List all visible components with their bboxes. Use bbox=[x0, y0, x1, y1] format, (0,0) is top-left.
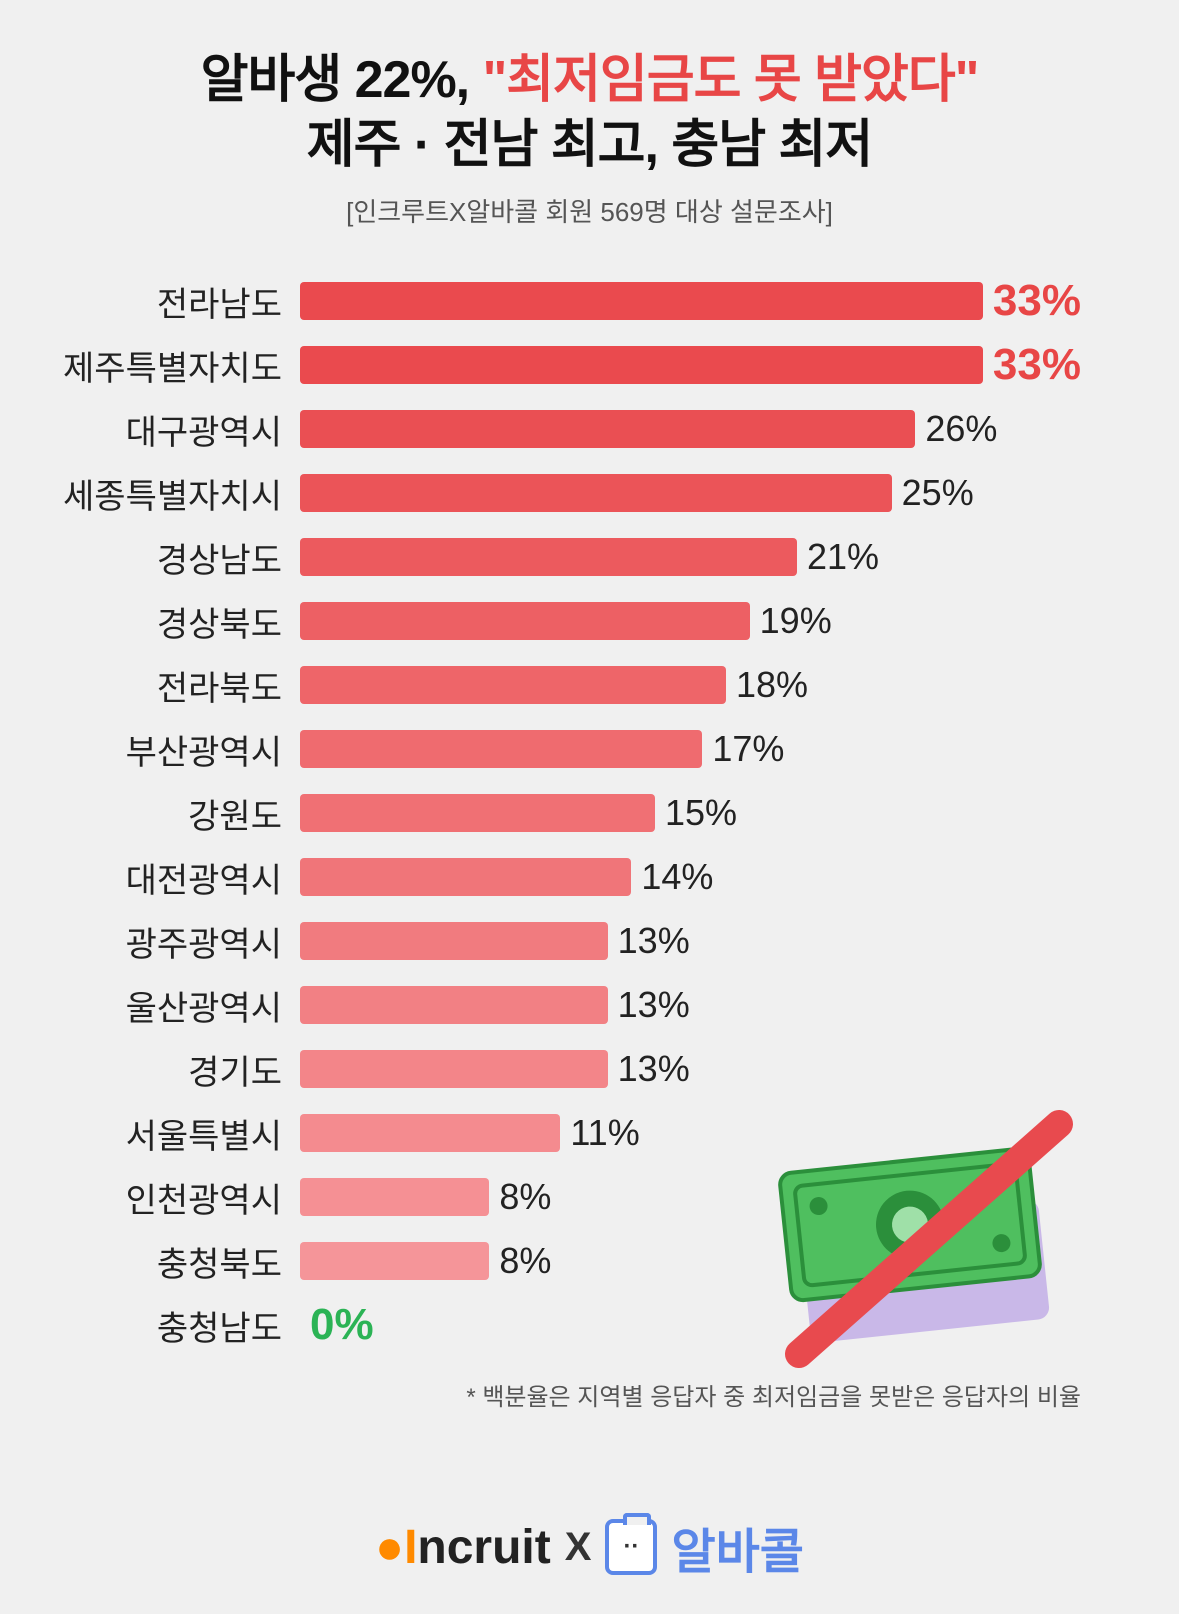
region-label: 대전광역시 bbox=[0, 853, 300, 902]
bar bbox=[300, 538, 797, 576]
bar bbox=[300, 858, 631, 896]
chart-row: 강원도 15% bbox=[0, 781, 1081, 845]
bar-area: 13% bbox=[300, 922, 1081, 960]
region-label: 충청북도 bbox=[0, 1237, 300, 1286]
bar-value: 14% bbox=[641, 856, 713, 898]
bar bbox=[300, 602, 750, 640]
chart-row: 경상북도 19% bbox=[0, 589, 1081, 653]
region-label: 경상북도 bbox=[0, 597, 300, 646]
survey-subtitle: [인크루트X알바콜 회원 569명 대상 설문조사] bbox=[0, 192, 1179, 229]
region-label: 경상남도 bbox=[0, 533, 300, 582]
chart-row: 부산광역시 17% bbox=[0, 717, 1081, 781]
bar-area: 13% bbox=[300, 1050, 1081, 1088]
title-line-2: 제주 · 전남 최고, 충남 최저 bbox=[0, 113, 1179, 178]
bar-area: 14% bbox=[300, 858, 1081, 896]
bar-area: 18% bbox=[300, 666, 1081, 704]
bar bbox=[300, 474, 892, 512]
region-label: 울산광역시 bbox=[0, 981, 300, 1030]
chart-row: 전라북도 18% bbox=[0, 653, 1081, 717]
bar-area: 33% bbox=[300, 282, 1081, 320]
bar-area: 19% bbox=[300, 602, 1081, 640]
bar-value: 13% bbox=[618, 1048, 690, 1090]
region-label: 전라남도 bbox=[0, 277, 300, 326]
chart-row: 대구광역시 26% bbox=[0, 397, 1081, 461]
incruit-text: ncruit bbox=[417, 1521, 550, 1574]
bar bbox=[300, 346, 983, 384]
title-part-black: 알바생 22%, bbox=[201, 51, 483, 109]
bar-value: 15% bbox=[665, 792, 737, 834]
bar-area: 26% bbox=[300, 410, 1081, 448]
title-line-1: 알바생 22%, "최저임금도 못 받았다" bbox=[0, 48, 1179, 113]
incruit-i-icon: ●I bbox=[375, 1521, 417, 1574]
bar-area: 21% bbox=[300, 538, 1081, 576]
region-label: 부산광역시 bbox=[0, 725, 300, 774]
title-part-red: "최저임금도 못 받았다" bbox=[483, 51, 979, 109]
bar-area: 25% bbox=[300, 474, 1081, 512]
money-crossed-icon bbox=[759, 1104, 1099, 1384]
chart-row: 제주특별자치도33% bbox=[0, 333, 1081, 397]
bar-value: 18% bbox=[736, 664, 808, 706]
chart-row: 경기도 13% bbox=[0, 1037, 1081, 1101]
bar-area: 13% bbox=[300, 986, 1081, 1024]
albacall-text: 알바콜 bbox=[671, 1512, 803, 1582]
bar bbox=[300, 922, 608, 960]
bar bbox=[300, 1050, 608, 1088]
bar bbox=[300, 1178, 489, 1216]
bar-area: 17% bbox=[300, 730, 1081, 768]
bar bbox=[300, 794, 655, 832]
chart-row: 전라남도33% bbox=[0, 269, 1081, 333]
bar bbox=[300, 666, 726, 704]
footer-logos: ●Incruit X ·· 알바콜 bbox=[0, 1512, 1179, 1582]
bar-value: 8% bbox=[499, 1176, 551, 1218]
bar bbox=[300, 282, 983, 320]
region-label: 인천광역시 bbox=[0, 1173, 300, 1222]
bar-value: 25% bbox=[902, 472, 974, 514]
bar-area: 33% bbox=[300, 346, 1081, 384]
incruit-logo: ●Incruit bbox=[375, 1520, 551, 1575]
bar-value: 11% bbox=[570, 1112, 639, 1154]
chart-row: 경상남도 21% bbox=[0, 525, 1081, 589]
bar-value: 19% bbox=[760, 600, 832, 642]
header: 알바생 22%, "최저임금도 못 받았다" 제주 · 전남 최고, 충남 최저… bbox=[0, 0, 1179, 229]
region-label: 강원도 bbox=[0, 789, 300, 838]
bar bbox=[300, 410, 915, 448]
bar-value: 17% bbox=[712, 728, 784, 770]
region-label: 광주광역시 bbox=[0, 917, 300, 966]
bar bbox=[300, 1242, 489, 1280]
bar-value: 33% bbox=[993, 340, 1081, 390]
logo-separator-x: X bbox=[565, 1525, 592, 1570]
bar-value: 13% bbox=[618, 920, 690, 962]
bar-value: 8% bbox=[499, 1240, 551, 1282]
chart-row: 세종특별자치시 25% bbox=[0, 461, 1081, 525]
region-label: 경기도 bbox=[0, 1045, 300, 1094]
bar-value: 21% bbox=[807, 536, 879, 578]
region-label: 대구광역시 bbox=[0, 405, 300, 454]
region-label: 제주특별자치도 bbox=[0, 341, 300, 390]
bar bbox=[300, 1114, 560, 1152]
region-label: 충청남도 bbox=[0, 1301, 300, 1350]
region-label: 세종특별자치시 bbox=[0, 469, 300, 518]
albacall-icon: ·· bbox=[605, 1519, 657, 1575]
chart-row: 광주광역시 13% bbox=[0, 909, 1081, 973]
bar-value: 26% bbox=[925, 408, 997, 450]
bar-area: 15% bbox=[300, 794, 1081, 832]
bar-value: 0% bbox=[310, 1300, 374, 1350]
bar-value: 13% bbox=[618, 984, 690, 1026]
bar bbox=[300, 986, 608, 1024]
chart-row: 대전광역시 14% bbox=[0, 845, 1081, 909]
region-label: 전라북도 bbox=[0, 661, 300, 710]
bar-value: 33% bbox=[993, 276, 1081, 326]
region-label: 서울특별시 bbox=[0, 1109, 300, 1158]
chart-row: 울산광역시 13% bbox=[0, 973, 1081, 1037]
bar bbox=[300, 730, 702, 768]
